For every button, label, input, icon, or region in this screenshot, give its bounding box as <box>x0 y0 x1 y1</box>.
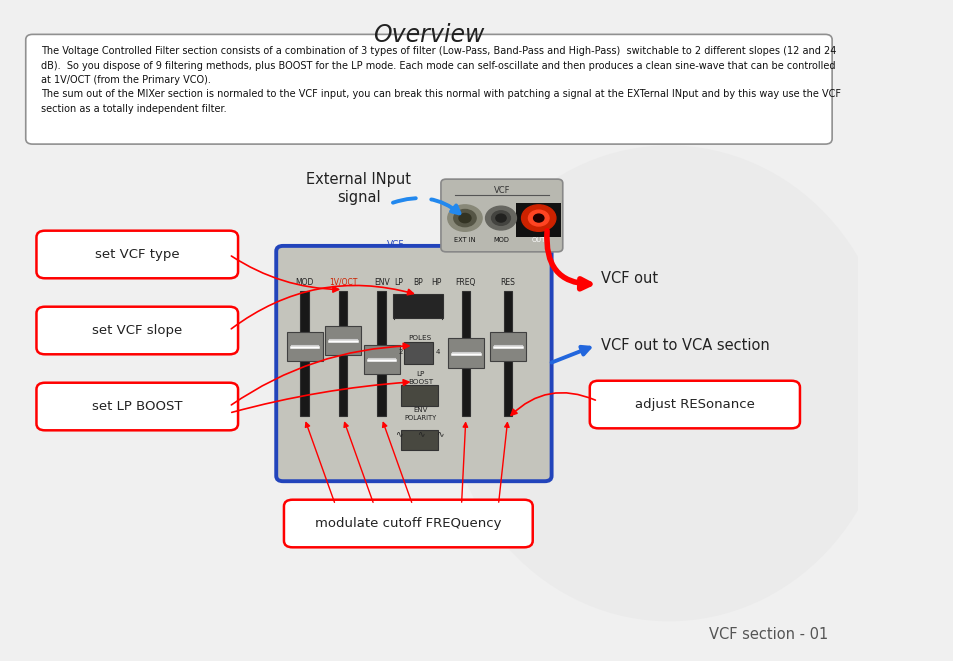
Text: POLARITY: POLARITY <box>404 414 436 421</box>
Text: External INput
signal: External INput signal <box>306 172 411 205</box>
FancyBboxPatch shape <box>401 430 437 450</box>
Text: BP: BP <box>413 278 422 287</box>
FancyBboxPatch shape <box>286 332 322 361</box>
Text: ∿: ∿ <box>416 429 424 438</box>
Text: 1V/OCT: 1V/OCT <box>329 278 357 287</box>
FancyBboxPatch shape <box>276 246 551 481</box>
FancyBboxPatch shape <box>36 383 238 430</box>
Text: modulate cutoff FREQuency: modulate cutoff FREQuency <box>314 517 501 530</box>
Text: POLES: POLES <box>408 334 432 341</box>
Text: VCF out to VCA section: VCF out to VCA section <box>599 338 768 352</box>
FancyBboxPatch shape <box>325 326 361 355</box>
Text: Overview: Overview <box>373 23 484 47</box>
Text: ∿: ∿ <box>395 429 402 438</box>
Circle shape <box>491 211 510 225</box>
FancyBboxPatch shape <box>589 381 800 428</box>
FancyBboxPatch shape <box>363 345 399 374</box>
Circle shape <box>533 214 543 222</box>
Text: LP: LP <box>416 371 424 377</box>
FancyBboxPatch shape <box>300 291 309 416</box>
FancyBboxPatch shape <box>404 342 433 364</box>
FancyBboxPatch shape <box>36 307 238 354</box>
FancyBboxPatch shape <box>440 179 562 252</box>
Text: ENV: ENV <box>413 407 427 413</box>
Text: VCF: VCF <box>493 186 510 196</box>
FancyBboxPatch shape <box>393 294 442 318</box>
Text: set VCF type: set VCF type <box>95 248 179 261</box>
Text: VCF section - 01: VCF section - 01 <box>708 627 827 642</box>
Circle shape <box>521 205 556 231</box>
Circle shape <box>485 206 516 230</box>
FancyBboxPatch shape <box>377 291 386 416</box>
Text: HP: HP <box>431 278 441 287</box>
FancyBboxPatch shape <box>26 34 831 144</box>
Circle shape <box>458 214 471 223</box>
Text: adjust RESonance: adjust RESonance <box>635 398 754 411</box>
Text: VCF out: VCF out <box>599 272 657 286</box>
Circle shape <box>454 210 476 227</box>
Text: The Voltage Controlled Filter section consists of a combination of 3 types of fi: The Voltage Controlled Filter section co… <box>41 46 841 114</box>
FancyBboxPatch shape <box>489 332 525 361</box>
Text: MOD: MOD <box>493 237 508 243</box>
FancyBboxPatch shape <box>516 203 560 237</box>
FancyBboxPatch shape <box>503 291 512 416</box>
Text: 4: 4 <box>436 349 440 356</box>
Text: VCF: VCF <box>387 240 404 249</box>
Ellipse shape <box>446 145 891 621</box>
Text: EXT IN: EXT IN <box>454 237 476 243</box>
FancyBboxPatch shape <box>338 291 347 416</box>
Text: LP: LP <box>394 278 403 287</box>
FancyBboxPatch shape <box>401 385 437 407</box>
Circle shape <box>447 205 481 231</box>
Text: BOOST: BOOST <box>407 379 433 385</box>
Text: RES: RES <box>500 278 515 287</box>
Text: ∿: ∿ <box>436 429 443 438</box>
Text: OUT: OUT <box>531 237 545 243</box>
Circle shape <box>528 210 549 226</box>
Text: set LP BOOST: set LP BOOST <box>91 400 182 413</box>
Text: 2: 2 <box>398 349 402 356</box>
Text: ENV: ENV <box>374 278 389 287</box>
FancyBboxPatch shape <box>284 500 532 547</box>
FancyBboxPatch shape <box>36 231 238 278</box>
Text: set VCF slope: set VCF slope <box>92 324 182 337</box>
Text: MOD: MOD <box>295 278 314 287</box>
FancyBboxPatch shape <box>461 291 470 416</box>
FancyBboxPatch shape <box>447 338 483 368</box>
Circle shape <box>496 214 506 222</box>
Text: FREQ: FREQ <box>456 278 476 287</box>
